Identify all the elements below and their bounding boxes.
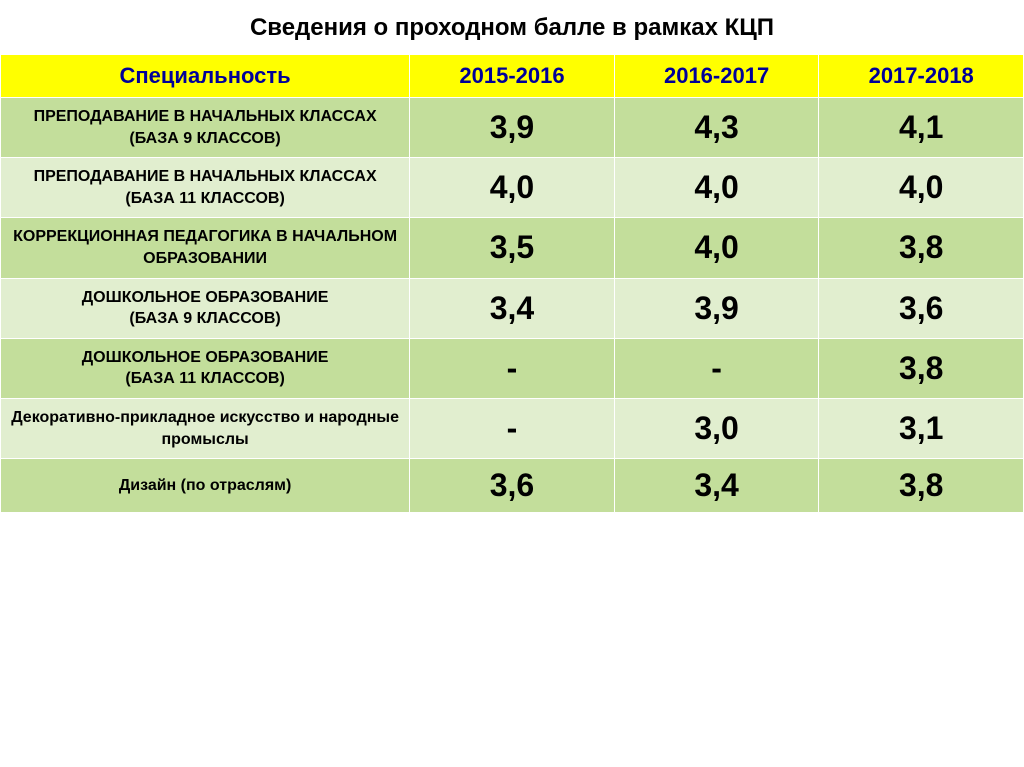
cell-value: -: [410, 338, 615, 398]
table-row: Дизайн (по отраслям)3,63,43,8: [1, 459, 1024, 513]
table-row: ДОШКОЛЬНОЕ ОБРАЗОВАНИЕ(БАЗА 11 КЛАССОВ)-…: [1, 338, 1024, 398]
table-row: ДОШКОЛЬНОЕ ОБРАЗОВАНИЕ(БАЗА 9 КЛАССОВ)3,…: [1, 278, 1024, 338]
cell-specialty: ДОШКОЛЬНОЕ ОБРАЗОВАНИЕ(БАЗА 11 КЛАССОВ): [1, 338, 410, 398]
table-row: КОРРЕКЦИОННАЯ ПЕДАГОГИКА В НАЧАЛЬНОМ ОБР…: [1, 218, 1024, 278]
cell-value: 3,5: [410, 218, 615, 278]
cell-value: 3,9: [614, 278, 819, 338]
page-title: Сведения о проходном балле в рамках КЦП: [0, 0, 1024, 54]
col-year-1: 2015-2016: [410, 55, 615, 98]
cell-specialty: КОРРЕКЦИОННАЯ ПЕДАГОГИКА В НАЧАЛЬНОМ ОБР…: [1, 218, 410, 278]
cell-value: 3,9: [410, 98, 615, 158]
cell-value: 3,4: [410, 278, 615, 338]
cell-value: 3,6: [410, 459, 615, 513]
cell-value: -: [614, 338, 819, 398]
cell-value: 4,0: [614, 218, 819, 278]
table-header-row: Специальность 2015-2016 2016-2017 2017-2…: [1, 55, 1024, 98]
cell-value: 4,0: [410, 158, 615, 218]
cell-value: 4,3: [614, 98, 819, 158]
cell-value: 3,0: [614, 398, 819, 458]
col-year-2: 2016-2017: [614, 55, 819, 98]
cell-value: -: [410, 398, 615, 458]
col-year-3: 2017-2018: [819, 55, 1024, 98]
cell-value: 3,4: [614, 459, 819, 513]
col-specialty: Специальность: [1, 55, 410, 98]
cell-value: 4,1: [819, 98, 1024, 158]
cell-value: 3,8: [819, 459, 1024, 513]
table-row: ПРЕПОДАВАНИЕ В НАЧАЛЬНЫХ КЛАССАХ(БАЗА 9 …: [1, 98, 1024, 158]
cell-specialty: ПРЕПОДАВАНИЕ В НАЧАЛЬНЫХ КЛАССАХ(БАЗА 9 …: [1, 98, 410, 158]
cell-specialty: ПРЕПОДАВАНИЕ В НАЧАЛЬНЫХ КЛАССАХ(БАЗА 11…: [1, 158, 410, 218]
cell-value: 3,8: [819, 218, 1024, 278]
cell-value: 3,1: [819, 398, 1024, 458]
cell-value: 3,6: [819, 278, 1024, 338]
cell-specialty: Дизайн (по отраслям): [1, 459, 410, 513]
cell-value: 3,8: [819, 338, 1024, 398]
table-row: ПРЕПОДАВАНИЕ В НАЧАЛЬНЫХ КЛАССАХ(БАЗА 11…: [1, 158, 1024, 218]
cell-value: 4,0: [614, 158, 819, 218]
cell-specialty: Декоративно-прикладное искусство и народ…: [1, 398, 410, 458]
table-body: ПРЕПОДАВАНИЕ В НАЧАЛЬНЫХ КЛАССАХ(БАЗА 9 …: [1, 98, 1024, 513]
cell-specialty: ДОШКОЛЬНОЕ ОБРАЗОВАНИЕ(БАЗА 9 КЛАССОВ): [1, 278, 410, 338]
scores-table: Специальность 2015-2016 2016-2017 2017-2…: [0, 54, 1024, 513]
cell-value: 4,0: [819, 158, 1024, 218]
table-row: Декоративно-прикладное искусство и народ…: [1, 398, 1024, 458]
